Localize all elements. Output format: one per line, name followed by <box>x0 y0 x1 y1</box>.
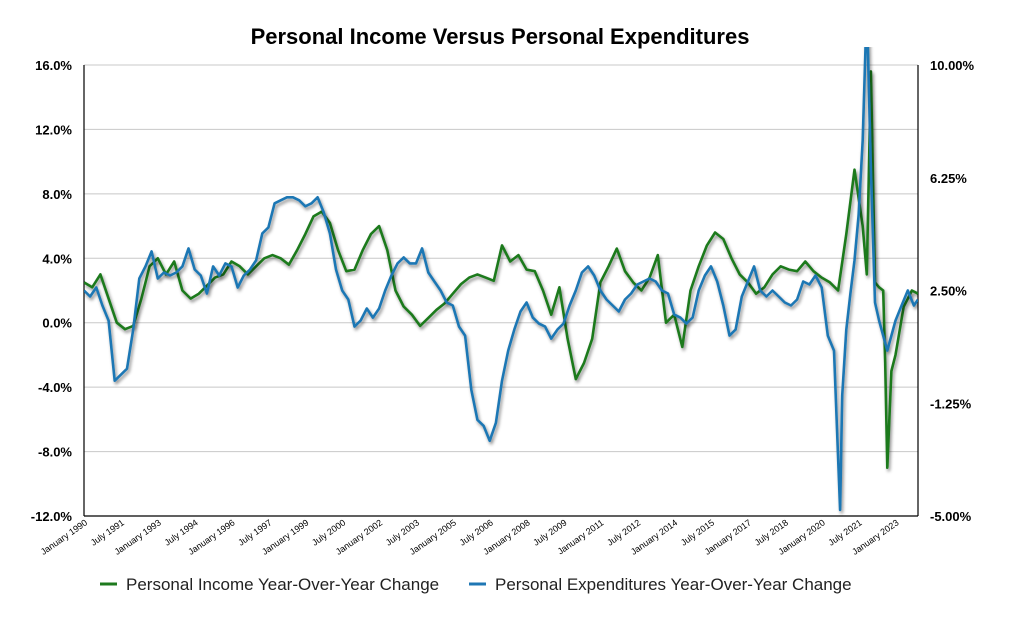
y-right-tick-label: 2.50% <box>930 284 967 299</box>
y-left-tick-label: 0.0% <box>42 316 72 331</box>
series-line-personal-income <box>84 70 918 470</box>
y-left-tick-label: 8.0% <box>42 187 72 202</box>
legend-label: Personal Income Year-Over-Year Change <box>126 575 439 594</box>
legend-label: Personal Expenditures Year-Over-Year Cha… <box>495 575 852 594</box>
y-left-tick-label: -12.0% <box>31 509 73 524</box>
gridlines <box>84 64 918 517</box>
y-right-tick-label: 6.25% <box>930 171 967 186</box>
series-lines <box>84 47 918 512</box>
y-left-tick-label: 4.0% <box>42 251 72 266</box>
y-axis-left-ticks: 16.0% 12.0% 8.0% 4.0% 0.0% -4.0% -8.0% -12.0% <box>31 58 73 524</box>
y-right-tick-label: -5.00% <box>930 509 972 524</box>
y-left-tick-label: -4.0% <box>38 380 72 395</box>
chart-title: Personal Income Versus Personal Expendit… <box>251 24 750 49</box>
y-right-tick-label: -1.25% <box>930 396 972 411</box>
series-line-personal-expenditures <box>84 47 918 512</box>
legend: Personal Income Year-Over-Year Change Per… <box>100 575 852 594</box>
y-axis-right-ticks: 10.00% 6.25% 2.50% -1.25% -5.00% <box>930 58 975 524</box>
y-left-tick-label: 16.0% <box>35 58 72 73</box>
y-left-tick-label: 12.0% <box>35 122 72 137</box>
axes <box>83 65 919 517</box>
y-left-tick-label: -8.0% <box>38 445 72 460</box>
y-right-tick-label: 10.00% <box>930 58 975 73</box>
